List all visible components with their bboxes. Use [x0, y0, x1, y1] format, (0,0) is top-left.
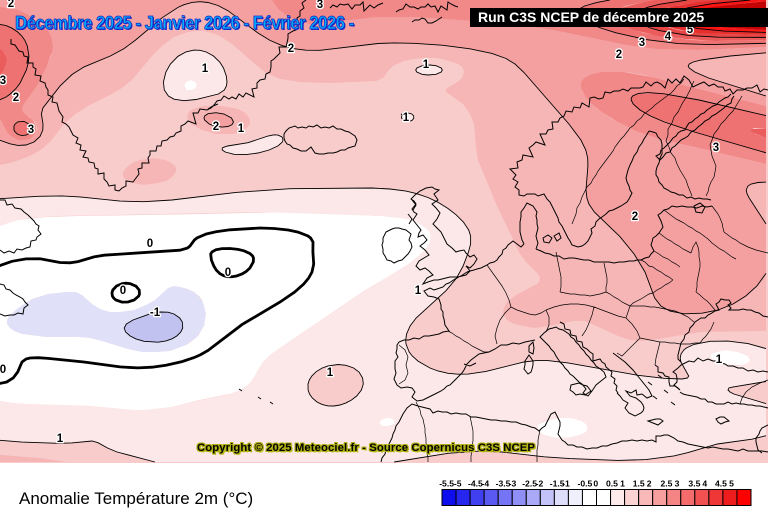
- svg-text:3: 3: [713, 142, 719, 154]
- svg-text:-4: -4: [481, 479, 489, 489]
- svg-text:1: 1: [238, 123, 245, 135]
- svg-text:-1.5: -1.5: [550, 479, 565, 489]
- svg-text:5: 5: [729, 479, 734, 489]
- svg-text:3.5: 3.5: [688, 479, 700, 489]
- svg-text:2: 2: [288, 43, 294, 55]
- svg-text:1: 1: [423, 59, 430, 71]
- svg-text:-5.5: -5.5: [439, 479, 454, 489]
- svg-text:3: 3: [675, 479, 680, 489]
- svg-text:-3: -3: [509, 479, 517, 489]
- svg-text:1: 1: [716, 354, 723, 366]
- svg-text:2: 2: [13, 92, 19, 104]
- svg-text:-4.5: -4.5: [468, 479, 483, 489]
- svg-text:3: 3: [317, 0, 323, 11]
- svg-text:3: 3: [28, 124, 34, 136]
- svg-text:0: 0: [147, 238, 153, 250]
- svg-text:1: 1: [620, 479, 625, 489]
- svg-text:-1: -1: [150, 307, 161, 319]
- svg-text:2: 2: [647, 479, 652, 489]
- svg-text:4: 4: [702, 479, 707, 489]
- svg-text:-0.5: -0.5: [577, 479, 592, 489]
- svg-text:1: 1: [202, 63, 209, 75]
- svg-text:-1: -1: [562, 479, 570, 489]
- svg-text:0: 0: [593, 479, 598, 489]
- svg-text:-2.5: -2.5: [522, 479, 537, 489]
- svg-text:4.5: 4.5: [715, 479, 727, 489]
- svg-text:0: 0: [225, 267, 231, 279]
- svg-text:1.5: 1.5: [633, 479, 645, 489]
- svg-text:2: 2: [632, 211, 638, 223]
- svg-text:-3.5: -3.5: [496, 479, 511, 489]
- svg-text:1: 1: [403, 112, 410, 124]
- svg-text:-2: -2: [536, 479, 544, 489]
- svg-text:1: 1: [57, 433, 64, 445]
- svg-text:2: 2: [616, 49, 622, 61]
- svg-text:1: 1: [415, 285, 422, 297]
- svg-text:3: 3: [0, 75, 6, 87]
- svg-text:0: 0: [120, 285, 126, 297]
- svg-text:4: 4: [665, 31, 672, 43]
- svg-text:3: 3: [639, 37, 645, 49]
- svg-text:0.5: 0.5: [606, 479, 618, 489]
- svg-text:-5: -5: [454, 479, 462, 489]
- svg-text:1: 1: [327, 367, 334, 379]
- svg-text:2.5: 2.5: [661, 479, 673, 489]
- svg-text:2: 2: [8, 0, 14, 10]
- svg-text:2: 2: [213, 121, 219, 133]
- svg-text:0: 0: [0, 364, 6, 376]
- svg-text:5: 5: [687, 24, 694, 36]
